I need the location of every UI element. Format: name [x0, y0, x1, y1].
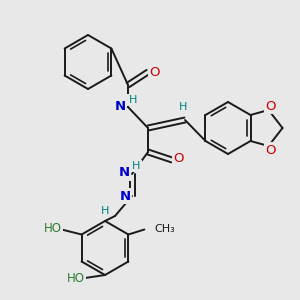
Text: N: N [119, 190, 130, 202]
Text: HO: HO [44, 222, 62, 235]
Text: H: H [129, 95, 137, 105]
Text: H: H [101, 206, 109, 216]
Text: O: O [150, 65, 160, 79]
Text: O: O [174, 152, 184, 166]
Text: O: O [265, 100, 276, 112]
Text: O: O [265, 143, 276, 157]
Text: HO: HO [67, 272, 85, 286]
Text: CH₃: CH₃ [154, 224, 175, 233]
Text: H: H [179, 102, 187, 112]
Text: N: N [114, 100, 126, 112]
Text: N: N [118, 167, 130, 179]
Text: H: H [132, 161, 140, 171]
